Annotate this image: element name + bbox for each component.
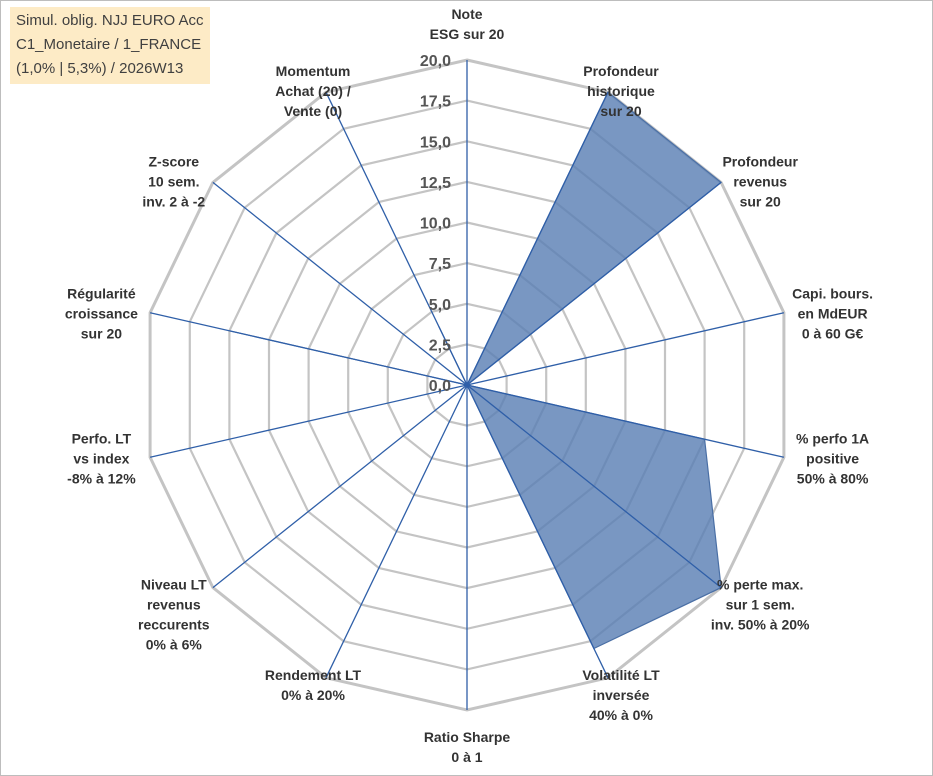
axis-label-1: Profondeur historique sur 20 [583, 63, 659, 119]
spoke-8 [325, 384, 468, 679]
tick-label-1: 2,5 [429, 337, 451, 354]
axis-label-5: % perte max. sur 1 sem. inv. 50% à 20% [711, 577, 810, 633]
spoke-9 [212, 384, 468, 589]
spoke-4 [466, 384, 785, 458]
axis-label-3: Capi. bours. en MdEUR 0 à 60 G€ [792, 286, 873, 342]
axis-label-0: Note ESG sur 20 [430, 6, 505, 42]
series-area [229, 91, 723, 650]
axis-label-7: Ratio Sharpe 0 à 1 [424, 729, 511, 765]
title-line-2: C1_Monetaire / 1_FRANCE [16, 36, 202, 53]
tick-label-8: 20,0 [420, 53, 451, 70]
axis-label-4: % perfo 1A positive 50% à 80% [796, 430, 869, 486]
tick-label-layer: 0,0 2,5 5,0 7,5 10,0 12,5 15,0 17,5 20,0 [420, 53, 451, 395]
tick-label-3: 7,5 [429, 256, 451, 273]
spoke-1 [466, 91, 609, 386]
axis-label-13: Momentum Achat (20) / Vente (0) [275, 63, 351, 119]
title-line-3: (1,0% | 5,3%) / 2026W13 [16, 60, 184, 77]
spoke-3 [466, 312, 785, 386]
title-line-1: Simul. oblig. NJJ EURO Acc [16, 12, 204, 29]
axis-label-9: Niveau LT revenus reccurents 0% à 6% [138, 577, 210, 653]
tick-label-4: 10,0 [420, 216, 451, 233]
spoke-5 [466, 384, 722, 589]
tick-label-5: 12,5 [420, 175, 451, 192]
tick-label-0: 0,0 [429, 378, 451, 395]
spoke-11 [149, 312, 468, 386]
spoke-10 [149, 384, 468, 458]
series-layer [229, 91, 723, 650]
tick-label-2: 5,0 [429, 297, 451, 314]
axis-label-11: Régularité croissance sur 20 [65, 286, 138, 342]
spoke-layer [149, 60, 785, 710]
tick-label-7: 17,5 [420, 94, 451, 111]
axis-label-2: Profondeur revenus sur 20 [722, 153, 798, 209]
spoke-13 [325, 91, 468, 386]
axis-label-8: Rendement LT 0% à 20% [265, 667, 362, 703]
axis-label-6: Volatilité LT inversée 40% à 0% [582, 667, 660, 723]
spoke-12 [212, 181, 468, 386]
chart-title-box: Simul. oblig. NJJ EURO Acc C1_Monetaire … [10, 7, 210, 84]
axis-label-10: Perfo. LT vs index -8% à 12% [67, 430, 136, 486]
spoke-6 [466, 384, 609, 679]
axis-label-layer: Note ESG sur 20 Profondeur historique sur 20… [65, 6, 873, 765]
tick-label-6: 15,0 [420, 134, 451, 151]
axis-label-12: Z-score 10 sem. inv. 2 à -2 [142, 153, 205, 209]
spoke-2 [466, 181, 722, 386]
